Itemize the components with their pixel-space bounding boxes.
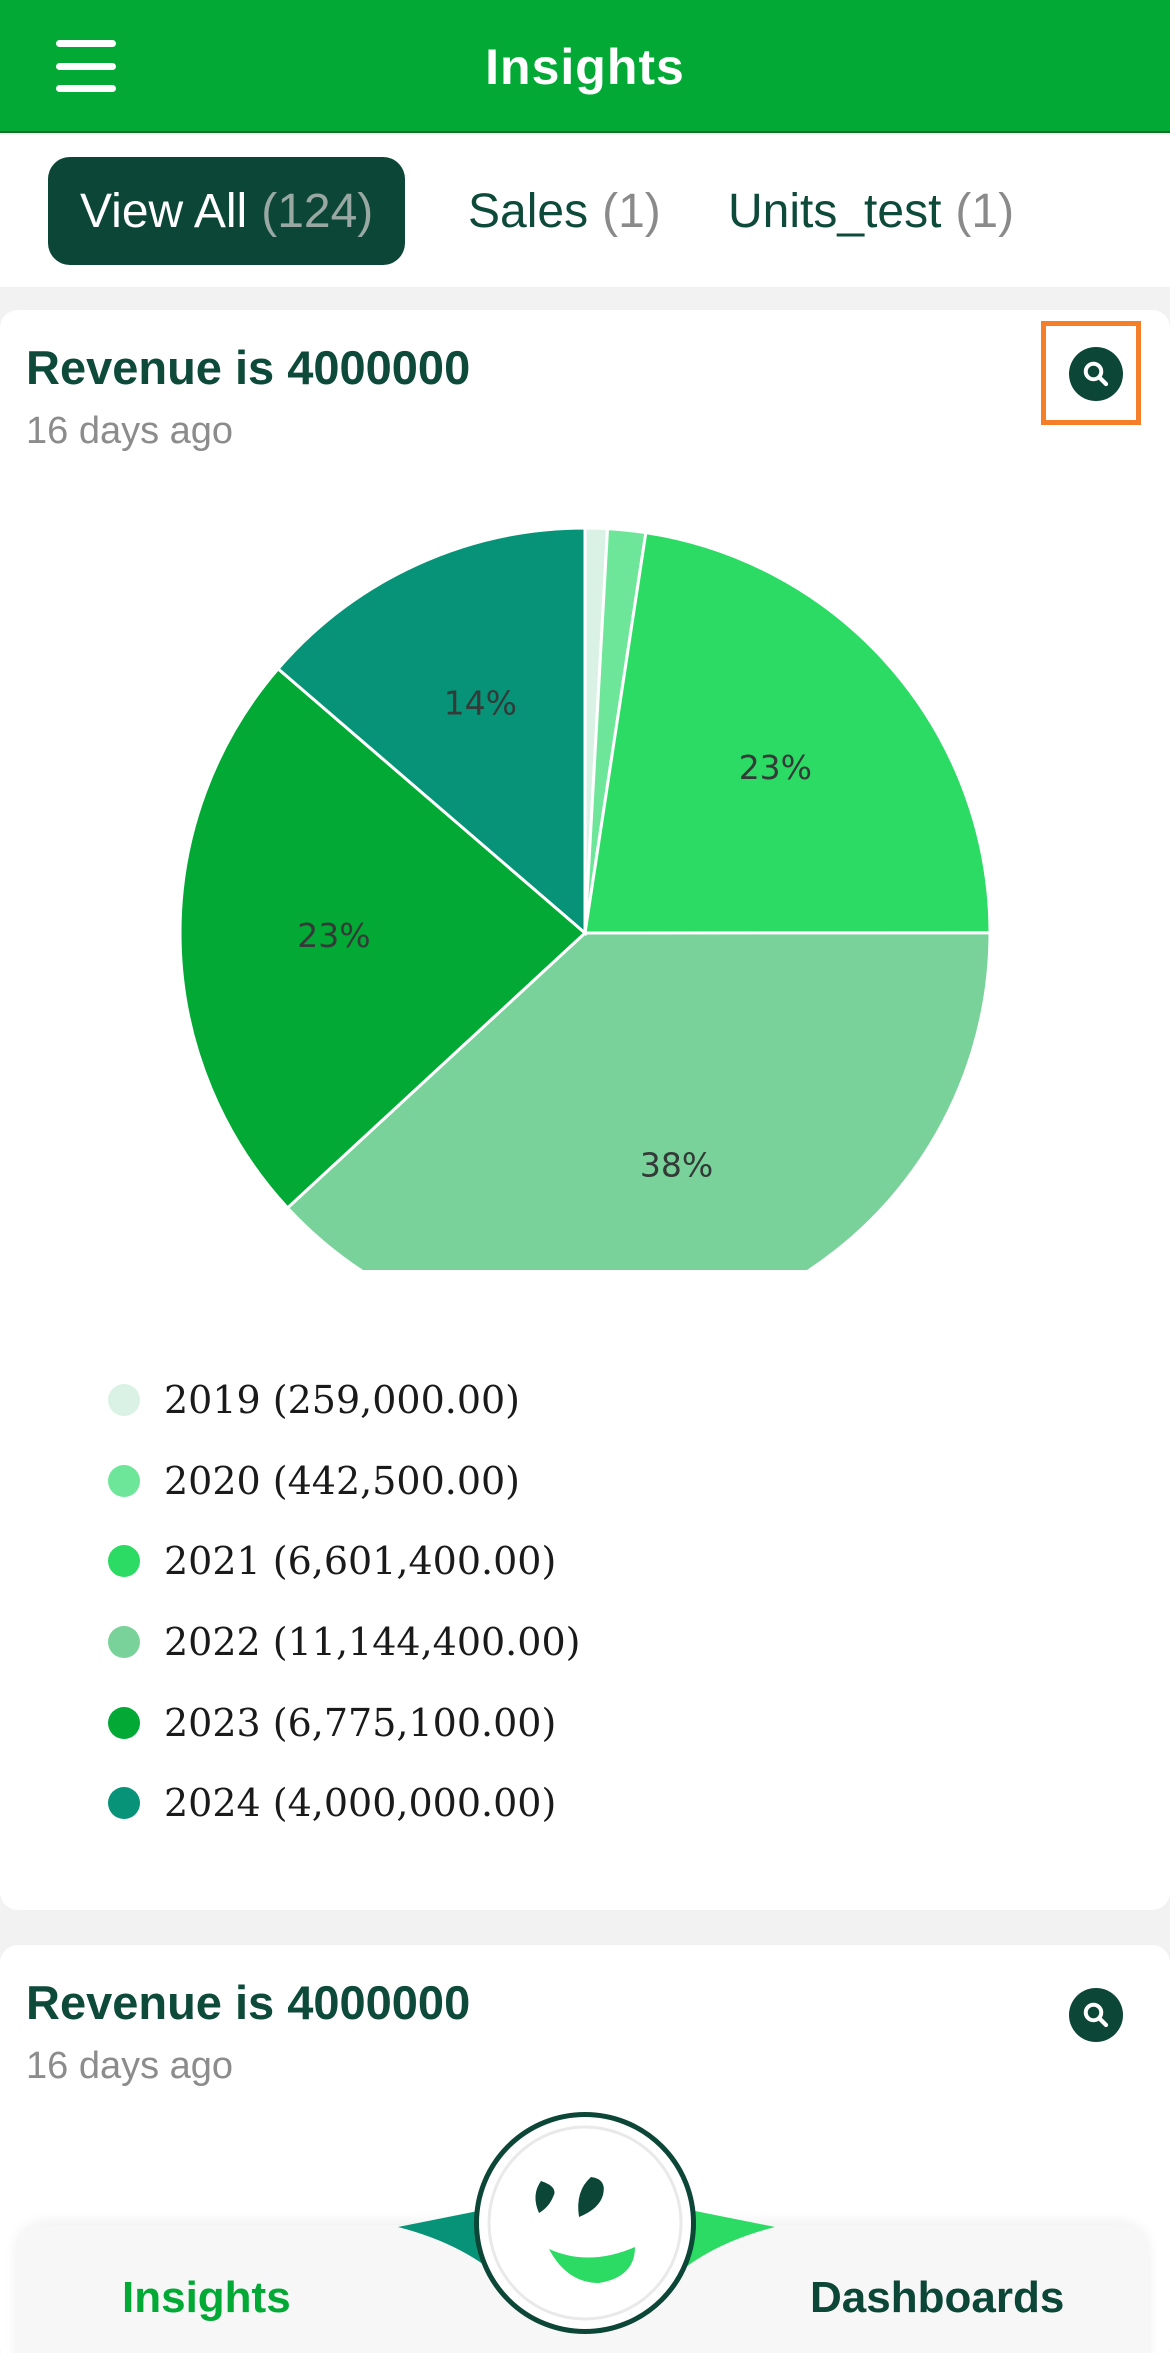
menu-icon[interactable] (56, 40, 116, 92)
nav-dashboards[interactable]: Dashboards (810, 2273, 1065, 2322)
insight-card: Revenue is 4000000 16 days ago 23% 38% 23%… (0, 310, 1170, 1910)
card-timestamp: 16 days ago (26, 2045, 234, 2087)
search-button[interactable] (1069, 347, 1123, 401)
tab-count: (124) (261, 184, 374, 238)
legend-swatch (108, 1787, 140, 1820)
legend-label: 2019 (259,000.00) (164, 1378, 521, 1423)
tab-label: Units_test (728, 184, 942, 238)
pie-slice-4[interactable] (178, 666, 588, 1210)
legend-item-4: 2023 (6,775,100.00) (108, 1682, 580, 1763)
legend-label: 2021 (6,601,400.00) (164, 1539, 557, 1584)
chart-legend: 2019 (259,000.00) 2020 (442,500.00) 2021 (… (108, 1360, 580, 1844)
tab-sales[interactable]: Sales (1) (468, 157, 661, 265)
smiley-logo-icon (487, 2125, 683, 2321)
legend-swatch (108, 1706, 140, 1739)
tab-units-test[interactable]: Units_test (1) (728, 157, 1014, 265)
search-icon (1083, 2002, 1109, 2028)
pie-slice-2[interactable] (583, 530, 992, 935)
legend-swatch (108, 1545, 140, 1578)
legend-label: 2023 (6,775,100.00) (164, 1700, 557, 1745)
pie-slice-label-3: 38% (640, 1145, 713, 1184)
legend-swatch (108, 1626, 140, 1659)
pie-slice-5[interactable] (275, 526, 587, 937)
tab-count: (1) (955, 184, 1015, 238)
bottom-nav: Insights Dashboards (0, 2112, 1170, 2353)
pie-slice-label-2: 23% (739, 748, 812, 787)
tab-view-all[interactable]: View All (124) (48, 157, 406, 265)
legend-item-3: 2022 (11,144,400.00) (108, 1602, 580, 1683)
tab-count: (1) (602, 184, 661, 238)
card-title: Revenue is 4000000 (26, 1976, 471, 2029)
search-icon (1083, 361, 1109, 387)
tab-label: Sales (468, 184, 589, 238)
pie-chart: 23% 38% 23% 14% (0, 510, 1170, 1340)
tab-label: View All (80, 184, 248, 238)
pie-chart-svg: 23% 38% 23% 14% (178, 526, 992, 1340)
legend-label: 2022 (11,144,400.00) (164, 1620, 581, 1665)
app-header: Insights (0, 0, 1170, 133)
nav-insights[interactable]: Insights (122, 2273, 291, 2322)
smiley-logo-button[interactable] (474, 2112, 696, 2334)
legend-item-1: 2020 (442,500.00) (108, 1441, 580, 1522)
legend-item-5: 2024 (4,000,000.00) (108, 1763, 580, 1844)
legend-label: 2020 (442,500.00) (164, 1458, 521, 1503)
legend-label: 2024 (4,000,000.00) (164, 1781, 557, 1826)
page-title: Insights (485, 39, 685, 95)
legend-item-2: 2021 (6,601,400.00) (108, 1521, 580, 1602)
legend-swatch (108, 1384, 140, 1417)
legend-item-0: 2019 (259,000.00) (108, 1360, 580, 1441)
search-button[interactable] (1069, 1988, 1123, 2042)
filter-tabs: View All (124) Sales (1) Units_test (1) (0, 135, 1170, 287)
legend-swatch (108, 1464, 140, 1497)
card-timestamp: 16 days ago (26, 410, 234, 452)
pie-slice-label-4: 23% (297, 916, 370, 955)
card-title: Revenue is 4000000 (26, 341, 471, 394)
pie-slice-label-5: 14% (444, 683, 517, 722)
search-button-highlight (1041, 321, 1141, 425)
